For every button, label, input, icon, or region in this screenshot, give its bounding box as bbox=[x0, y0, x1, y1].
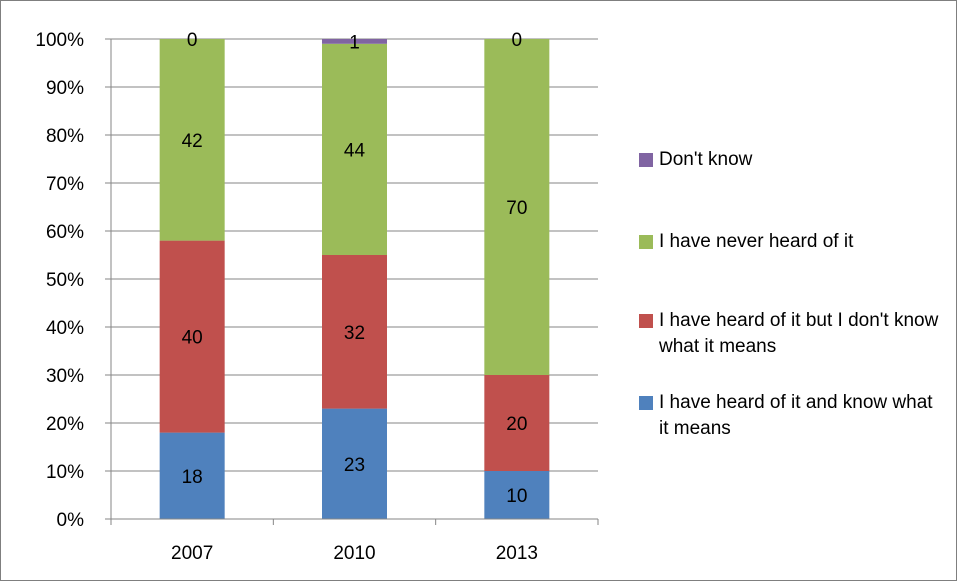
bar-segment bbox=[159, 240, 225, 433]
y-tick-label: 90% bbox=[46, 78, 84, 99]
x-tick-label: 2013 bbox=[496, 543, 538, 564]
bar-segment bbox=[484, 39, 550, 375]
legend-swatch bbox=[639, 235, 653, 249]
legend-item-heard-and-know: I have heard of it and know what it mean… bbox=[639, 390, 944, 442]
y-tick-label: 40% bbox=[46, 318, 84, 339]
y-tick-label: 60% bbox=[46, 222, 84, 243]
y-tick-label: 100% bbox=[35, 30, 84, 51]
legend-label: I have heard of it but I don't know what… bbox=[659, 310, 939, 357]
y-tick-label: 50% bbox=[46, 270, 84, 291]
y-tick-label: 30% bbox=[46, 366, 84, 387]
y-tick-label: 10% bbox=[46, 462, 84, 483]
data-label: 32 bbox=[344, 323, 365, 344]
bar-segment bbox=[322, 43, 387, 255]
data-label: 70 bbox=[506, 198, 527, 219]
bar-segment bbox=[322, 39, 387, 44]
y-tick-label: 20% bbox=[46, 414, 84, 435]
bar-segment bbox=[322, 408, 387, 519]
bar-segment bbox=[484, 471, 550, 519]
data-label: 0 bbox=[512, 30, 523, 51]
legend-item-never-heard: I have never heard of it bbox=[639, 229, 944, 255]
data-label: 0 bbox=[187, 30, 198, 51]
legend-item-heard-not-know: I have heard of it but I don't know what… bbox=[639, 308, 944, 360]
legend-label: Don't know bbox=[659, 149, 753, 170]
x-tick-label: 2010 bbox=[333, 543, 375, 564]
data-label: 40 bbox=[182, 328, 203, 349]
x-tick-label: 2007 bbox=[171, 543, 213, 564]
legend-swatch bbox=[639, 153, 653, 167]
y-tick-label: 0% bbox=[57, 510, 85, 531]
legend-label: I have heard of it and know what it mean… bbox=[659, 392, 933, 439]
legend-item-dont-know: Don't know bbox=[639, 147, 944, 173]
legend-swatch bbox=[639, 396, 653, 410]
y-tick-label: 70% bbox=[46, 174, 84, 195]
bar-segment bbox=[484, 375, 550, 471]
data-label: 18 bbox=[182, 467, 203, 488]
data-label: 10 bbox=[506, 486, 527, 507]
data-label: 20 bbox=[506, 414, 527, 435]
bar-segment bbox=[159, 432, 225, 519]
bar-segment bbox=[159, 39, 225, 241]
data-label: 44 bbox=[344, 140, 366, 161]
data-label: 23 bbox=[344, 455, 365, 476]
data-label: 1 bbox=[349, 32, 360, 53]
y-tick-label: 80% bbox=[46, 126, 84, 147]
data-label: 42 bbox=[182, 131, 203, 152]
legend-swatch bbox=[639, 314, 653, 328]
bar-segment bbox=[322, 255, 387, 409]
chart-legend: Don't know I have never heard of it I ha… bbox=[639, 1, 949, 580]
legend-label: I have never heard of it bbox=[659, 231, 854, 252]
